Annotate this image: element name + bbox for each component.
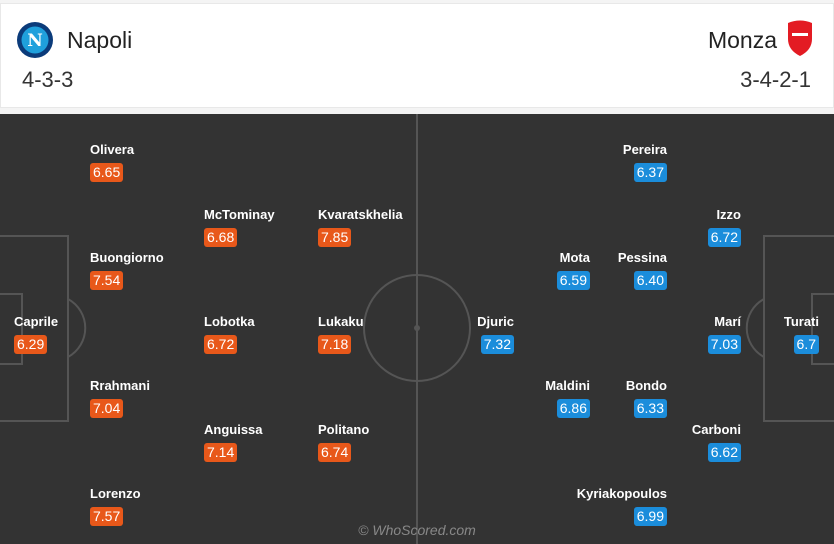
player-away[interactable]: Kyriakopoulos 6.99	[547, 486, 667, 526]
player-away[interactable]: Pessina 6.40	[547, 250, 667, 290]
player-away[interactable]: Pereira 6.37	[547, 142, 667, 182]
player-rating-badge: 7.18	[318, 335, 352, 354]
player-name[interactable]: Lobotka	[204, 314, 255, 329]
player-rating-badge: 6.99	[633, 507, 667, 526]
player-home[interactable]: Caprile 6.29	[14, 314, 134, 354]
player-rating-badge: 7.85	[318, 228, 352, 247]
match-header: N Napoli 4-3-3 Monza 3-4-2-1	[0, 3, 834, 108]
player-rating-badge: 6.72	[707, 228, 741, 247]
player-home[interactable]: Olivera 6.65	[90, 142, 210, 182]
player-name[interactable]: Olivera	[90, 142, 135, 157]
player-name[interactable]: Izzo	[716, 207, 741, 222]
player-name[interactable]: Djuric	[477, 314, 514, 329]
player-rating-badge: 6.59	[556, 271, 590, 290]
player-home[interactable]: Anguissa 7.14	[204, 422, 324, 462]
player-rating-badge: 6.37	[633, 163, 667, 182]
napoli-crest-icon: N	[17, 22, 53, 58]
player-away[interactable]: Izzo 6.72	[621, 207, 741, 247]
player-rating-badge: 7.14	[204, 443, 238, 462]
player-name[interactable]: Marí	[714, 314, 741, 329]
player-home[interactable]: Rrahmani 7.04	[90, 378, 210, 418]
player-name[interactable]: Pereira	[622, 142, 667, 157]
player-home[interactable]: Lorenzo 7.57	[90, 486, 210, 526]
player-name[interactable]: Lorenzo	[90, 486, 141, 501]
player-name[interactable]: Anguissa	[204, 422, 263, 437]
away-formation: 3-4-2-1	[740, 67, 811, 92]
player-away[interactable]: Marí 7.03	[621, 314, 741, 354]
player-name[interactable]: Politano	[318, 422, 370, 437]
player-home[interactable]: Lukaku 7.18	[318, 314, 438, 354]
player-name[interactable]: Bondo	[625, 378, 667, 393]
player-name[interactable]: Maldini	[545, 378, 590, 393]
player-rating-badge: 6.86	[556, 399, 590, 418]
player-name[interactable]: Carboni	[691, 422, 741, 437]
player-home[interactable]: McTominay 6.68	[204, 207, 324, 247]
player-home[interactable]: Buongiorno 7.54	[90, 250, 210, 290]
svg-text:N: N	[27, 31, 43, 51]
player-rating-badge: 7.04	[90, 399, 124, 418]
player-name[interactable]: Pessina	[617, 250, 667, 265]
player-rating-badge: 7.32	[480, 335, 514, 354]
home-formation: 4-3-3	[22, 67, 74, 92]
player-name[interactable]: Kvaratskhelia	[318, 207, 403, 222]
player-home[interactable]: Kvaratskhelia 7.85	[318, 207, 438, 247]
player-rating-badge: 6.74	[318, 443, 352, 462]
player-rating-badge: 6.7	[793, 335, 819, 354]
player-away[interactable]: Maldini 6.86	[470, 378, 590, 418]
player-rating-badge: 6.29	[14, 335, 48, 354]
pitch	[0, 114, 834, 544]
player-name[interactable]: McTominay	[204, 207, 275, 222]
player-away[interactable]: Turati 6.7	[699, 314, 819, 354]
player-home[interactable]: Lobotka 6.72	[204, 314, 324, 354]
player-name[interactable]: Lukaku	[318, 314, 364, 329]
player-away[interactable]: Djuric 7.32	[394, 314, 514, 354]
player-rating-badge: 7.54	[90, 271, 124, 290]
player-rating-badge: 6.40	[633, 271, 667, 290]
away-team-name[interactable]: Monza	[707, 27, 777, 53]
player-away[interactable]: Mota 6.59	[470, 250, 590, 290]
player-name[interactable]: Caprile	[14, 314, 59, 329]
player-away[interactable]: Carboni 6.62	[621, 422, 741, 462]
pitch-markings	[0, 114, 834, 544]
player-home[interactable]: Politano 6.74	[318, 422, 438, 462]
player-rating-badge: 6.62	[707, 443, 741, 462]
player-name[interactable]: Kyriakopoulos	[576, 486, 667, 501]
player-rating-badge: 6.72	[204, 335, 238, 354]
player-name[interactable]: Rrahmani	[90, 378, 150, 393]
player-rating-badge: 7.57	[90, 507, 124, 526]
player-name[interactable]: Turati	[783, 314, 819, 329]
player-rating-badge: 7.03	[707, 335, 741, 354]
player-away[interactable]: Bondo 6.33	[547, 378, 667, 418]
watermark: © WhoScored.com	[358, 522, 476, 538]
player-rating-badge: 6.33	[633, 399, 667, 418]
monza-crest-icon	[788, 20, 812, 56]
home-team-name[interactable]: Napoli	[67, 27, 133, 53]
player-name[interactable]: Buongiorno	[90, 250, 164, 265]
player-rating-badge: 6.65	[90, 163, 124, 182]
player-name[interactable]: Mota	[559, 250, 590, 265]
player-rating-badge: 6.68	[204, 228, 238, 247]
